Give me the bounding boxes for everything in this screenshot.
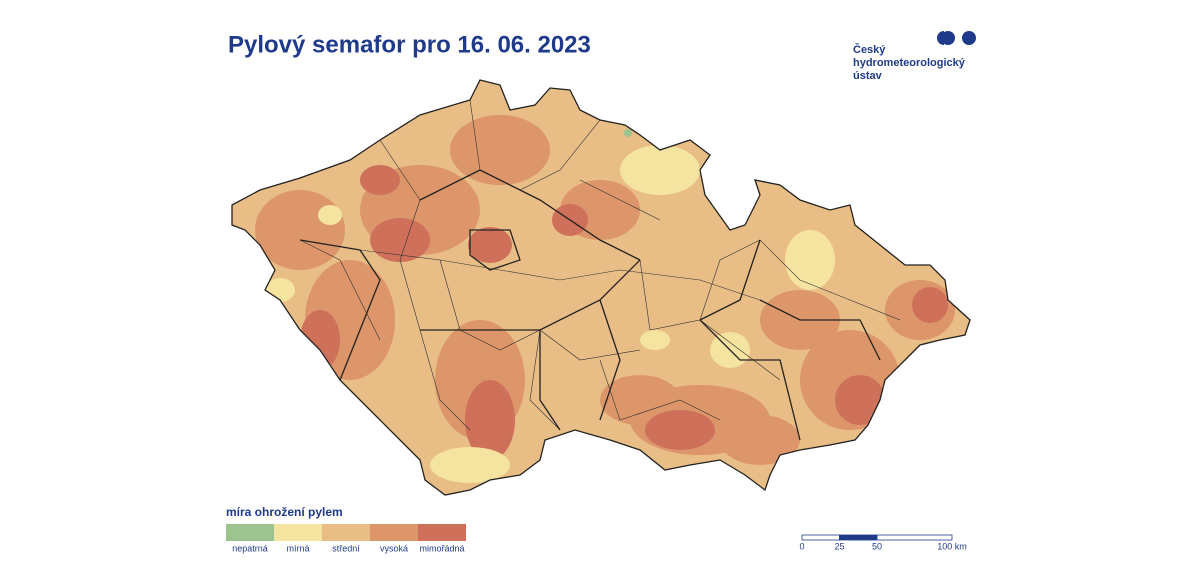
legend-swatch (418, 524, 466, 541)
legend-label: vysoká (380, 543, 408, 553)
logo-circle (962, 31, 976, 45)
scale-label: 25 (834, 541, 844, 551)
legend-label: mírná (286, 543, 309, 553)
logo-text: hydrometeorologický (853, 57, 966, 69)
title: Pylový semafor pro 16. 06. 2023 (228, 31, 591, 58)
legend-swatch (274, 524, 322, 541)
legend-swatch (322, 524, 370, 541)
legend-title: míra ohrožení pylem (226, 505, 343, 519)
legend: nepatrná mírná střední vysoká mimořádná (226, 524, 466, 553)
logo-text: ústav (853, 70, 883, 82)
logo: Český hydrometeorologický ústav (853, 31, 976, 82)
legend-label: střední (332, 543, 360, 553)
scale-label: 50 (872, 541, 882, 551)
scale-label: 100 km (937, 541, 967, 551)
scale-segment (876, 534, 953, 541)
legend-swatch (370, 524, 418, 541)
scale-label: 0 (799, 541, 804, 551)
scale-segment (839, 534, 878, 541)
logo-text: Český (853, 43, 886, 56)
scale-bar: 0 25 50 100 km (799, 534, 967, 551)
legend-label: nepatrná (232, 543, 268, 553)
scale-segment (801, 534, 840, 541)
logo-circle (941, 31, 955, 45)
legend-label: mimořádná (419, 543, 464, 553)
legend-swatch (226, 524, 274, 541)
